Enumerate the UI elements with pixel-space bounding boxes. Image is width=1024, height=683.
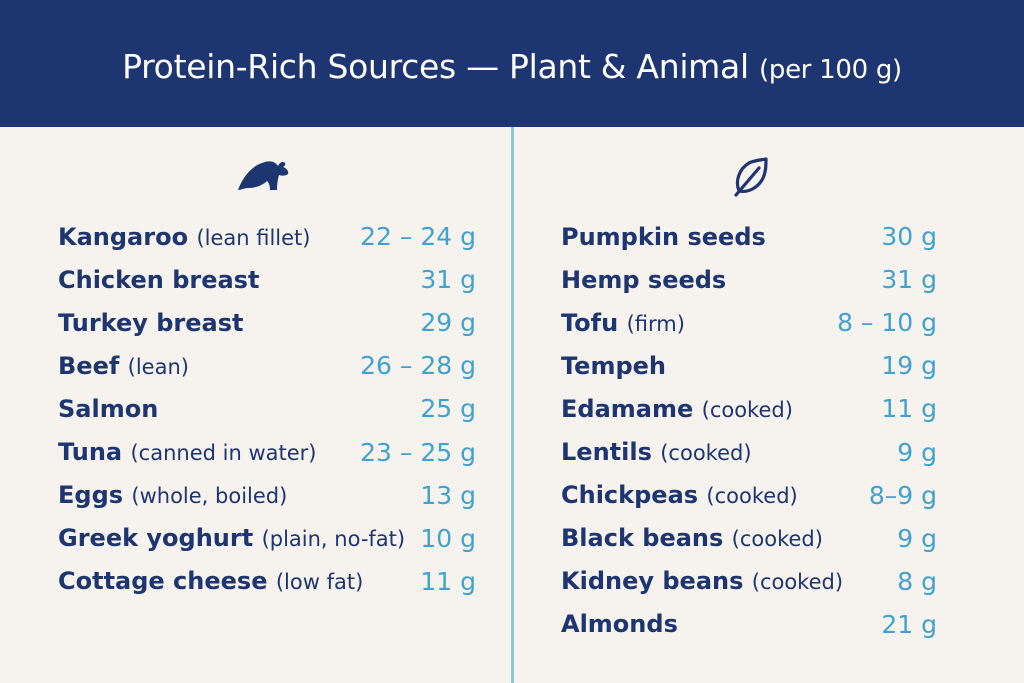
item-value: 21 g	[881, 609, 937, 639]
item-name: Pumpkin seeds	[561, 222, 766, 251]
item-name: Lentils (cooked)	[561, 438, 752, 467]
item-note: (cooked)	[751, 570, 844, 595]
item-name: Hemp seeds	[561, 265, 727, 294]
list-item: Lentils (cooked) 9 g	[561, 430, 937, 473]
item-name: Edamame (cooked)	[561, 394, 793, 423]
page-title: Protein-Rich Sources — Plant & Animal (p…	[122, 47, 902, 86]
item-name: Almonds	[561, 610, 678, 639]
item-value: 26 – 28 g	[360, 351, 476, 381]
list-item: Turkey breast 29 g	[58, 301, 476, 344]
list-item: Almonds 21 g	[561, 603, 937, 646]
item-name: Beef (lean)	[58, 351, 189, 380]
list-item: Black beans (cooked) 9 g	[561, 517, 937, 560]
item-note: (low fat)	[275, 570, 364, 595]
item-value: 10 g	[420, 523, 476, 553]
item-name: Salmon	[58, 394, 159, 423]
item-value: 31 g	[881, 265, 937, 295]
list-item: Hemp seeds 31 g	[561, 258, 937, 301]
item-value: 11 g	[420, 566, 476, 596]
item-value: 31 g	[420, 265, 476, 295]
list-item: Beef (lean) 26 – 28 g	[58, 344, 476, 387]
item-name: Chicken breast	[58, 265, 260, 294]
item-name: Eggs (whole, boiled)	[58, 481, 288, 510]
title-text: Protein-Rich Sources — Plant & Animal	[122, 47, 749, 86]
item-value: 8 – 10 g	[837, 308, 937, 338]
item-note: (cooked)	[660, 441, 752, 466]
item-note: (whole, boiled)	[131, 484, 288, 509]
item-name: Turkey breast	[58, 308, 244, 337]
item-name: Tuna (canned in water)	[58, 438, 317, 467]
list-item: Pumpkin seeds 30 g	[561, 215, 937, 258]
list-item: Cottage cheese (low fat) 11 g	[58, 560, 476, 603]
item-note: (firm)	[626, 311, 685, 336]
item-name: Chickpeas (cooked)	[561, 481, 798, 510]
leaf-icon	[733, 157, 769, 201]
list-item: Edamame (cooked) 11 g	[561, 387, 937, 430]
list-item: Tofu (firm) 8 – 10 g	[561, 301, 937, 344]
item-name: Kangaroo (lean fillet)	[58, 222, 311, 251]
list-item: Kangaroo (lean fillet) 22 – 24 g	[58, 215, 476, 258]
item-value: 30 g	[881, 222, 937, 252]
item-name: Greek yoghurt (plain, no-fat)	[58, 524, 406, 553]
item-note: (cooked)	[706, 484, 798, 509]
list-item: Tuna (canned in water) 23 – 25 g	[58, 430, 476, 473]
header-banner: Protein-Rich Sources — Plant & Animal (p…	[0, 0, 1024, 127]
item-value: 9 g	[897, 437, 937, 467]
item-note: (lean fillet)	[196, 225, 311, 250]
item-value: 13 g	[420, 480, 476, 510]
item-name: Black beans (cooked)	[561, 524, 823, 553]
list-item: Chicken breast 31 g	[58, 258, 476, 301]
list-item: Kidney beans (cooked) 8 g	[561, 560, 937, 603]
item-note: (lean)	[127, 354, 189, 379]
list-item: Tempeh 19 g	[561, 344, 937, 387]
item-value: 8–9 g	[868, 480, 937, 510]
item-note: (plain, no-fat)	[261, 527, 406, 552]
item-name: Cottage cheese (low fat)	[58, 567, 364, 596]
list-item: Greek yoghurt (plain, no-fat) 10 g	[58, 517, 476, 560]
item-value: 11 g	[881, 394, 937, 424]
item-value: 9 g	[897, 523, 937, 553]
item-name: Tempeh	[561, 351, 667, 380]
item-value: 8 g	[897, 566, 937, 596]
item-value: 19 g	[881, 351, 937, 381]
item-note: (canned in water)	[130, 441, 317, 466]
item-name: Tofu (firm)	[561, 308, 685, 337]
column-divider	[511, 127, 514, 683]
list-item: Chickpeas (cooked) 8–9 g	[561, 474, 937, 517]
list-item: Eggs (whole, boiled) 13 g	[58, 474, 476, 517]
item-value: 25 g	[420, 394, 476, 424]
list-item: Salmon 25 g	[58, 387, 476, 430]
kangaroo-icon	[236, 157, 296, 197]
animal-list: Kangaroo (lean fillet) 22 – 24 g Chicken …	[58, 215, 476, 603]
item-note: (cooked)	[701, 397, 793, 422]
item-value: 29 g	[420, 308, 476, 338]
item-note: (cooked)	[731, 527, 823, 552]
item-value: 23 – 25 g	[360, 437, 476, 467]
item-name: Kidney beans (cooked)	[561, 567, 844, 596]
title-subtitle: (per 100 g)	[759, 55, 902, 85]
item-value: 22 – 24 g	[360, 222, 476, 252]
plant-list: Pumpkin seeds 30 g Hemp seeds 31 g Tofu …	[561, 215, 937, 646]
